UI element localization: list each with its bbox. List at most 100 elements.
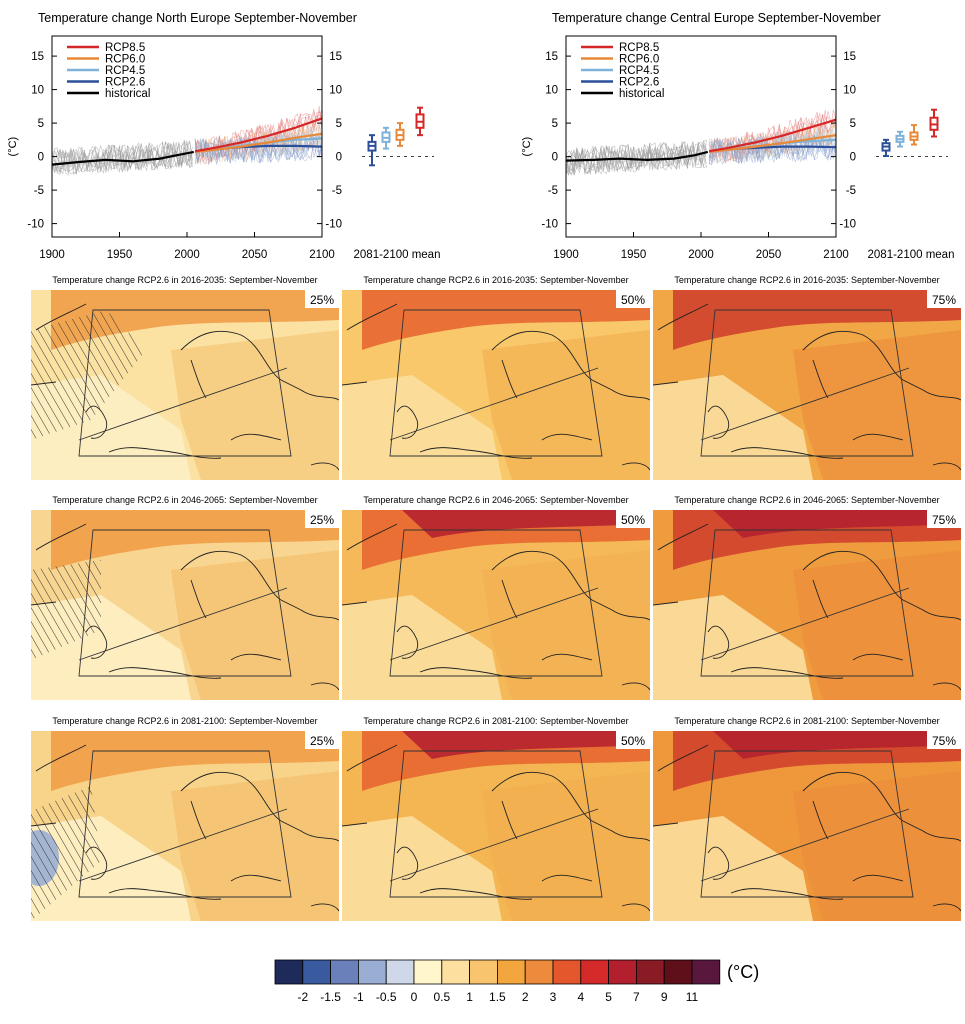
coastline — [342, 303, 650, 471]
coastline — [342, 523, 650, 691]
colorbar-tick-label: 4 — [577, 990, 584, 1004]
percentile-label: 25% — [310, 513, 334, 527]
boxplot-axis-label: 2081-2100 mean — [868, 249, 955, 261]
y-tick-label-right: 10 — [843, 85, 856, 97]
x-tick-label: 2100 — [309, 249, 335, 261]
map-title: Temperature change RCP2.6 in 2081-2100: … — [363, 716, 628, 726]
y-tick-label-left: 15 — [545, 51, 558, 63]
colorbar-tick-label: -1.5 — [320, 990, 341, 1004]
percentile-badge — [616, 510, 650, 528]
region-outline-north-europe — [700, 309, 914, 457]
percentile-badge — [305, 290, 339, 308]
coastline — [31, 744, 339, 912]
legend-label: RCP4.5 — [105, 65, 145, 77]
region-divider — [389, 808, 599, 882]
region-divider — [700, 587, 910, 661]
region-divider — [389, 587, 599, 661]
legend-label: RCP8.5 — [105, 42, 145, 54]
ts-title: Temperature change Central Europe Septem… — [552, 11, 881, 25]
ts-panel-north-europe: Temperature change North Europe Septembe… — [7, 11, 440, 261]
map-title: Temperature change RCP2.6 in 2046-2065: … — [363, 495, 628, 505]
x-tick-label: 2000 — [174, 249, 200, 261]
coastline — [31, 303, 339, 471]
region-divider — [78, 808, 288, 882]
y-tick-label-left: -5 — [548, 185, 558, 197]
legend-label: RCP2.6 — [105, 77, 145, 89]
colorbar-cell — [302, 959, 331, 985]
percentile-badge — [616, 731, 650, 749]
colorbar-tick-label: -2 — [297, 990, 308, 1004]
colorbar-cell — [330, 959, 359, 985]
time-series-area: Temperature change North Europe Septembe… — [7, 11, 954, 261]
colorbar-tick-label: 9 — [661, 990, 668, 1004]
colorbar-tick-label: 1 — [466, 990, 473, 1004]
colorbar-cell — [663, 959, 693, 985]
x-tick-label: 2100 — [823, 249, 849, 261]
colorbar-tick-label: 0.5 — [433, 990, 450, 1004]
percentile-label: 50% — [621, 293, 645, 307]
boxplot-axis-label: 2081-2100 mean — [354, 249, 441, 261]
map-panel-2046-2065-50pct: Temperature change RCP2.6 in 2046-2065: … — [342, 495, 650, 700]
map-panel-2016-2035-75pct: Temperature change RCP2.6 in 2016-2035: … — [653, 275, 961, 480]
y-tick-label-left: 0 — [38, 152, 44, 164]
ts-panel-central-europe: Temperature change Central Europe Septem… — [521, 11, 954, 261]
region-outline-north-europe — [78, 750, 292, 898]
y-tick-label-right: 5 — [850, 118, 856, 130]
percentile-label: 25% — [310, 734, 334, 748]
y-tick-label-left: 0 — [552, 152, 558, 164]
ts-title: Temperature change North Europe Septembe… — [38, 11, 357, 25]
percentile-label: 75% — [932, 734, 956, 748]
map-panel-2016-2035-50pct: Temperature change RCP2.6 in 2016-2035: … — [342, 275, 650, 480]
colorbar-tick-label: 7 — [633, 990, 640, 1004]
percentile-badge — [305, 510, 339, 528]
y-tick-label-left: 15 — [31, 51, 44, 63]
series-line-rcp6-0 — [194, 132, 323, 153]
series-line-historical — [565, 150, 709, 162]
coastline — [653, 303, 961, 471]
map-panel-2081-2100-75pct: Temperature change RCP2.6 in 2081-2100: … — [653, 716, 961, 921]
x-tick-label: 1950 — [621, 249, 647, 261]
region-outline-north-europe — [78, 309, 292, 457]
map-panel-2081-2100-50pct: Temperature change RCP2.6 in 2081-2100: … — [342, 716, 650, 921]
x-tick-label: 2050 — [242, 249, 268, 261]
y-tick-label-left: 5 — [38, 118, 44, 130]
y-tick-label-right: -5 — [332, 185, 342, 197]
region-outline-north-europe — [389, 750, 603, 898]
legend-label: RCP2.6 — [619, 77, 659, 89]
percentile-label: 50% — [621, 513, 645, 527]
x-tick-label: 2000 — [688, 249, 714, 261]
map-title: Temperature change RCP2.6 in 2016-2035: … — [674, 275, 939, 285]
y-tick-label-right: -10 — [839, 219, 856, 231]
percentile-label: 25% — [310, 293, 334, 307]
region-divider — [389, 367, 599, 441]
colorbar-tick-label: 0 — [411, 990, 418, 1004]
map-panel-2046-2065-75pct: Temperature change RCP2.6 in 2046-2065: … — [653, 495, 961, 700]
colorbar-tick-label: -1 — [353, 990, 364, 1004]
y-axis-label: (°C) — [7, 137, 19, 157]
colorbar-cell — [413, 959, 443, 985]
legend-label: historical — [105, 88, 150, 100]
legend-label: RCP4.5 — [619, 65, 659, 77]
percentile-label: 75% — [932, 293, 956, 307]
y-tick-label-right: 5 — [336, 118, 342, 130]
map-title: Temperature change RCP2.6 in 2046-2065: … — [674, 495, 939, 505]
legend-label: RCP6.0 — [619, 54, 659, 66]
region-outline-north-europe — [389, 309, 603, 457]
coastline — [653, 744, 961, 912]
map-panel-2081-2100-25pct: Temperature change RCP2.6 in 2081-2100: … — [31, 716, 339, 921]
colorbar-cell — [636, 959, 665, 985]
region-divider — [700, 367, 910, 441]
map-title: Temperature change RCP2.6 in 2046-2065: … — [52, 495, 317, 505]
region-divider — [78, 587, 288, 661]
y-tick-label-right: -10 — [325, 219, 342, 231]
colorbar-cell — [496, 959, 526, 985]
colorbar-cell — [580, 959, 609, 985]
colorbar-tick-label: 11 — [686, 990, 699, 1004]
colorbar-unit: (°C) — [727, 962, 759, 982]
map-title: Temperature change RCP2.6 in 2016-2035: … — [52, 275, 317, 285]
series-line-rcp8-5 — [708, 118, 837, 153]
y-tick-label-left: 10 — [31, 85, 44, 97]
map-title: Temperature change RCP2.6 in 2081-2100: … — [674, 716, 939, 726]
region-divider — [78, 367, 288, 441]
